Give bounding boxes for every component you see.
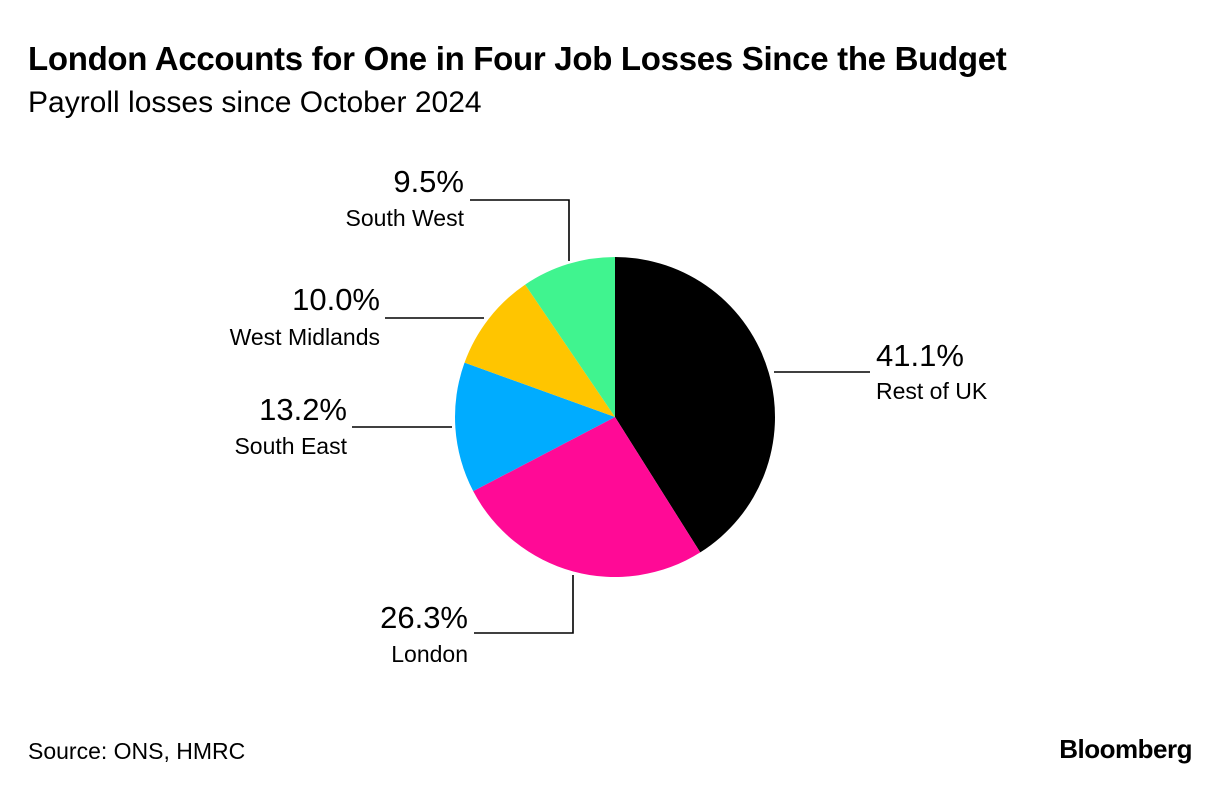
slice-value-london: 26.3% [380,600,468,635]
leader-lines [352,199,870,634]
leader-line-south-west [470,199,570,261]
slice-value-rest-of-uk: 41.1% [876,338,964,373]
chart-title: London Accounts for One in Four Job Loss… [28,40,1007,77]
chart-subtitle: Payroll losses since October 2024 [28,86,482,119]
source-note: Source: ONS, HMRC [28,738,246,764]
slice-value-south-west: 9.5% [393,164,464,199]
slice-label-south-east: South East [234,433,347,459]
slice-label-rest-of-uk: Rest of UK [876,378,988,404]
pie-slice-south-west [525,257,615,417]
leader-line-london [474,575,574,634]
pie-slice-west-midlands [464,284,615,417]
pie-slice-south-east [455,362,615,492]
pie-slice-rest-of-uk [615,257,776,553]
slice-label-london: London [391,641,468,667]
pie-slice-london [473,417,701,577]
slice-label-west-midlands: West Midlands [230,324,380,350]
pie-slices [455,257,776,577]
slice-value-south-east: 13.2% [259,392,347,427]
bloomberg-logo: Bloomberg [1059,734,1192,764]
slice-label-south-west: South West [346,205,465,231]
slice-value-west-midlands: 10.0% [292,282,380,317]
